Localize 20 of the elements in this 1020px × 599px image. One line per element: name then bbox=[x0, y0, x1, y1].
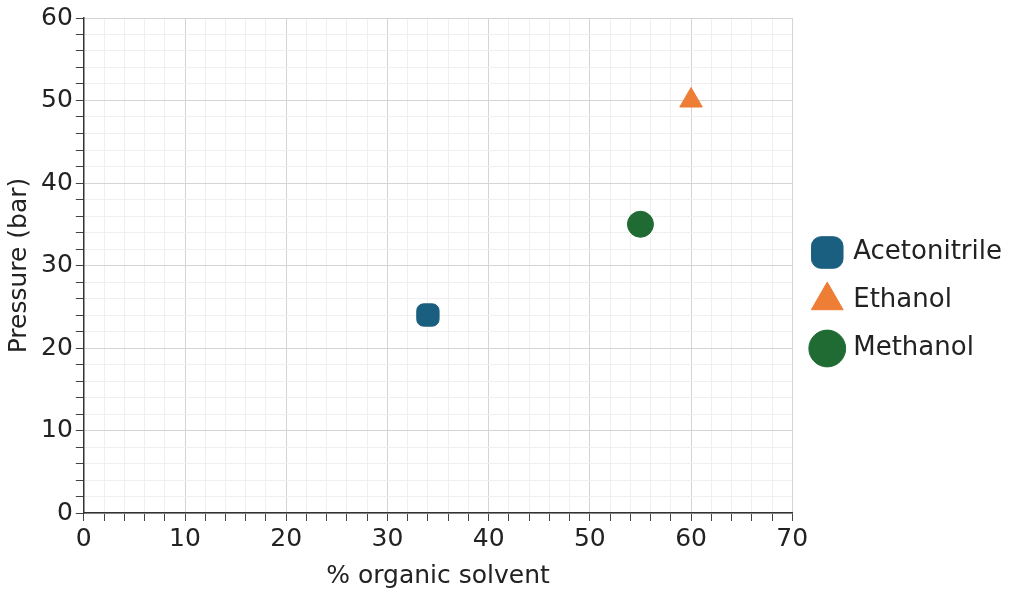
x-tick-label: 40 bbox=[472, 522, 505, 552]
legend-label: Methanol bbox=[853, 331, 974, 362]
y-tick-label: 10 bbox=[41, 414, 73, 443]
x-tick-label: 60 bbox=[675, 522, 707, 552]
legend-label: Ethanol bbox=[853, 283, 952, 314]
x-tick-label: 50 bbox=[573, 522, 606, 552]
legend-label: Acetonitrile bbox=[853, 235, 1003, 266]
y-tick-label: 40 bbox=[41, 166, 73, 196]
y-tick-label: 30 bbox=[41, 249, 73, 278]
y-axis-title: Pressure (bar) bbox=[2, 177, 32, 354]
x-tick-label: 0 bbox=[75, 522, 92, 552]
y-tick-label: 60 bbox=[41, 1, 73, 31]
x-tick-label: 10 bbox=[169, 522, 201, 552]
y-tick-label: 0 bbox=[56, 496, 73, 526]
x-tick-label: 70 bbox=[776, 522, 809, 552]
x-tick-label: 30 bbox=[371, 522, 404, 552]
x-tick-label: 20 bbox=[270, 522, 303, 552]
y-tick-label: 20 bbox=[41, 331, 73, 361]
y-tick-label: 50 bbox=[41, 84, 73, 113]
x-axis-title: % organic solvent bbox=[326, 559, 551, 589]
